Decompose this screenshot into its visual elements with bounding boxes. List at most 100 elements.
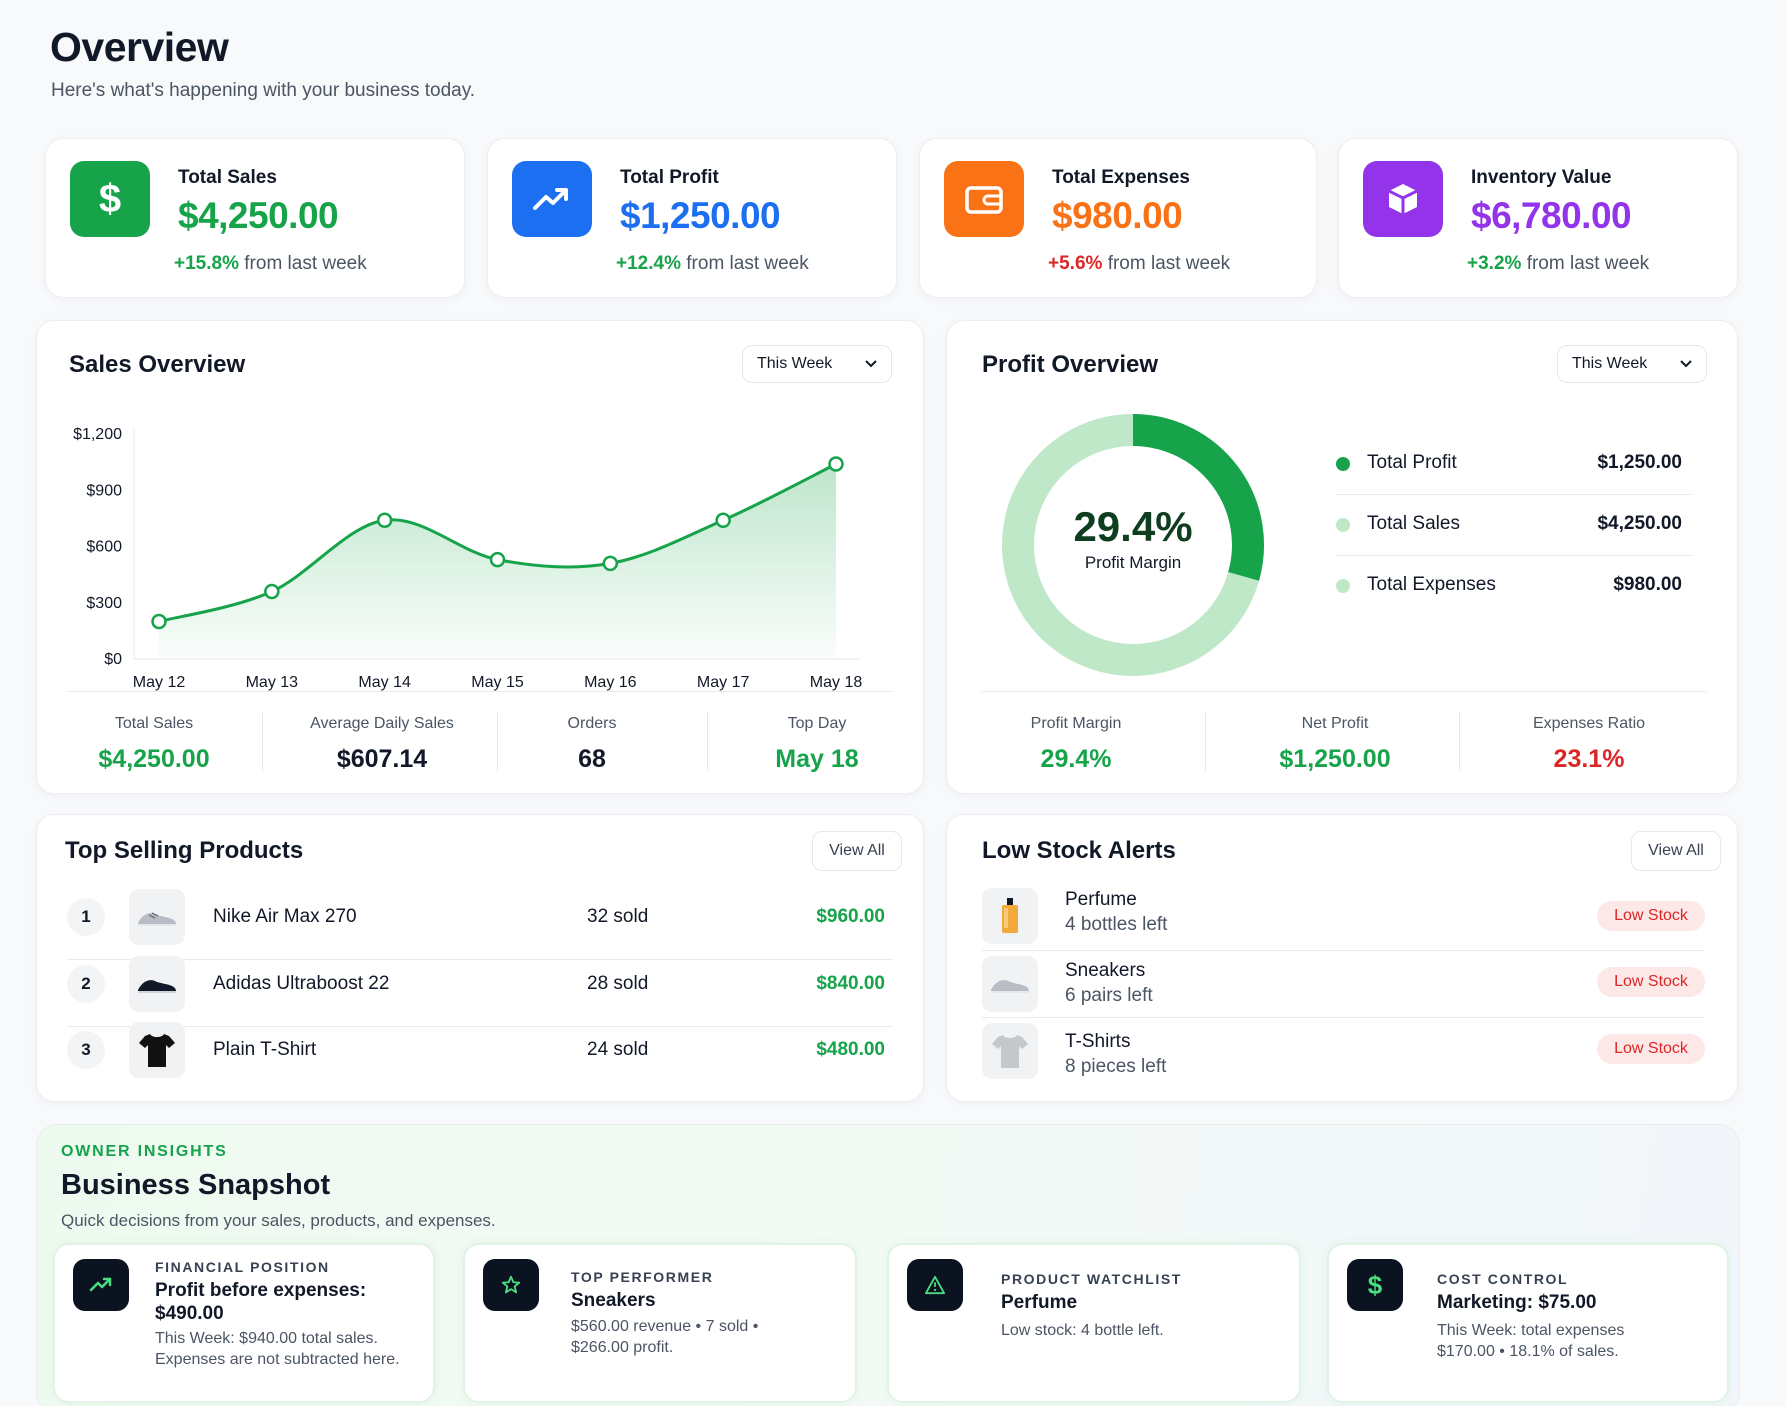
summary-value: May 18: [775, 745, 859, 773]
summary-value: $607.14: [336, 745, 428, 773]
insight-body: This Week: total expenses $170.00 • 18.1…: [1437, 1322, 1625, 1360]
product-revenue: $480.00: [816, 1039, 885, 1060]
profit-overview-card: Profit Overview This Week 29.4% Profit M…: [946, 320, 1738, 794]
stat-label: Total Profit: [620, 167, 719, 188]
divider: [981, 691, 1707, 692]
sales-overview-card: Sales Overview This Week $0 $300 $600 $900 $…: [36, 320, 924, 794]
view-all-products-button[interactable]: View All: [812, 831, 902, 871]
x-tick-label: May 12: [133, 674, 186, 691]
data-point[interactable]: [264, 583, 280, 600]
data-point[interactable]: [602, 555, 619, 572]
divider: [982, 1017, 1705, 1018]
sales-line-chart: $0 $300 $600 $900 $1,200 May 12 May 13 May 14 Ma…: [73, 426, 862, 691]
stat-card-total-sales: $ Total Sales $4,250.00 +15.8% from last…: [45, 138, 465, 298]
product-revenue: $840.00: [816, 973, 885, 994]
product-name: Plain T-Shirt: [213, 1039, 317, 1060]
low-stock-alerts-card: Low Stock Alerts View All Perfume 4 bott…: [946, 814, 1738, 1102]
perfume-icon: [982, 888, 1038, 944]
trend-up-icon: [73, 1259, 129, 1311]
product-sold: 24 sold: [587, 1039, 649, 1060]
x-tick-label: May 14: [358, 674, 411, 691]
page-title: Overview: [50, 24, 229, 70]
summary-value: 68: [578, 745, 606, 773]
business-snapshot-section: OWNER INSIGHTS Business Snapshot Quick d…: [36, 1124, 1740, 1406]
grey-tshirt-icon: [982, 1023, 1038, 1079]
stat-change: +12.4% from last week: [616, 253, 809, 275]
profit-margin-donut: [1002, 414, 1264, 676]
low-stock-title: Low Stock Alerts: [982, 837, 1176, 864]
insight-card-top-performer[interactable]: TOP PERFORMER Sneakers $560.00 revenue •…: [463, 1243, 857, 1403]
chevron-down-icon: [1680, 360, 1692, 368]
profit-overview-title: Profit Overview: [982, 351, 1159, 378]
divider: [1205, 713, 1206, 771]
profit-period-dropdown[interactable]: This Week: [1557, 345, 1707, 383]
warning-icon: [907, 1259, 963, 1311]
low-stock-badge: Low Stock: [1597, 901, 1705, 931]
stat-label: Total Sales: [178, 167, 277, 188]
divider: [707, 713, 708, 771]
legend-dot: [1336, 579, 1350, 593]
wallet-icon: [944, 161, 1024, 237]
box-icon: [1363, 161, 1443, 237]
stat-change: +15.8% from last week: [174, 253, 367, 275]
divider: [67, 959, 893, 960]
summary-label: Orders: [567, 715, 617, 732]
stat-value: $1,250.00: [620, 195, 781, 236]
stat-card-inventory-value: Inventory Value $6,780.00 +3.2% from las…: [1338, 138, 1738, 298]
product-name: Nike Air Max 270: [213, 906, 357, 927]
data-point[interactable]: [376, 512, 393, 528]
snapshot-eyebrow: OWNER INSIGHTS: [61, 1143, 228, 1160]
x-tick-label: May 13: [246, 674, 299, 691]
stat-value: $6,780.00: [1471, 195, 1632, 236]
product-revenue: $960.00: [816, 906, 885, 927]
y-tick-label: $0: [104, 651, 122, 668]
sales-overview-title: Sales Overview: [69, 351, 246, 378]
stat-change: +5.6% from last week: [1048, 253, 1230, 275]
insight-body: This Week: $940.00 total sales. Expenses…: [155, 1330, 400, 1368]
data-point[interactable]: [828, 456, 844, 472]
dollar-icon: $: [1347, 1259, 1403, 1311]
top-products-title: Top Selling Products: [65, 837, 304, 864]
legend-dot: [1336, 457, 1350, 471]
sales-period-dropdown[interactable]: This Week: [742, 345, 892, 383]
data-point[interactable]: [151, 613, 167, 630]
stock-name: Perfume: [1065, 889, 1137, 910]
stock-name: Sneakers: [1065, 960, 1146, 981]
stat-value: $980.00: [1052, 195, 1183, 236]
summary-label: Total Sales: [114, 715, 194, 732]
summary-label: Average Daily Sales: [310, 715, 454, 732]
legend-label: Total Profit: [1367, 452, 1457, 473]
sneaker-icon: [982, 956, 1038, 1012]
view-all-stock-button[interactable]: View All: [1631, 831, 1721, 871]
stat-value: $4,250.00: [178, 195, 339, 236]
star-icon: [483, 1259, 539, 1311]
stat-change-percent: +15.8%: [174, 253, 239, 274]
stat-change-text: from last week: [686, 253, 809, 274]
insight-eyebrow: FINANCIAL POSITION: [155, 1259, 330, 1275]
insight-body: Low stock: 4 bottle left.: [1001, 1322, 1164, 1339]
divider: [1336, 555, 1692, 556]
tshirt-icon: [129, 1022, 185, 1078]
low-stock-badge: Low Stock: [1597, 1034, 1705, 1064]
data-point[interactable]: [715, 512, 731, 528]
divider: [982, 950, 1705, 951]
y-tick-label: $300: [86, 595, 122, 612]
snapshot-subtitle: Quick decisions from your sales, product…: [61, 1211, 496, 1230]
insight-eyebrow: TOP PERFORMER: [571, 1269, 714, 1285]
insight-card-product-watchlist[interactable]: PRODUCT WATCHLIST Perfume Low stock: 4 b…: [887, 1243, 1301, 1403]
x-tick-label: May 17: [697, 674, 750, 691]
snapshot-title: Business Snapshot: [61, 1169, 331, 1201]
black-sneaker-icon: [129, 956, 185, 1012]
insight-body: $560.00 revenue • 7 sold • $266.00 profi…: [571, 1318, 759, 1356]
stat-change-percent: +3.2%: [1467, 253, 1522, 274]
legend-label: Total Sales: [1367, 513, 1460, 534]
y-tick-label: $600: [86, 539, 122, 556]
stat-change: +3.2% from last week: [1467, 253, 1649, 275]
insight-eyebrow: PRODUCT WATCHLIST: [1001, 1271, 1182, 1287]
insight-card-financial-position[interactable]: FINANCIAL POSITION Profit before expense…: [53, 1243, 435, 1403]
y-tick-label: $1,200: [73, 426, 122, 443]
data-point[interactable]: [489, 551, 506, 568]
insight-card-cost-control[interactable]: $ COST CONTROL Marketing: $75.00 This We…: [1327, 1243, 1729, 1403]
legend-value: $980.00: [1613, 574, 1682, 595]
donut-center-value: 29.4%: [1073, 503, 1193, 550]
